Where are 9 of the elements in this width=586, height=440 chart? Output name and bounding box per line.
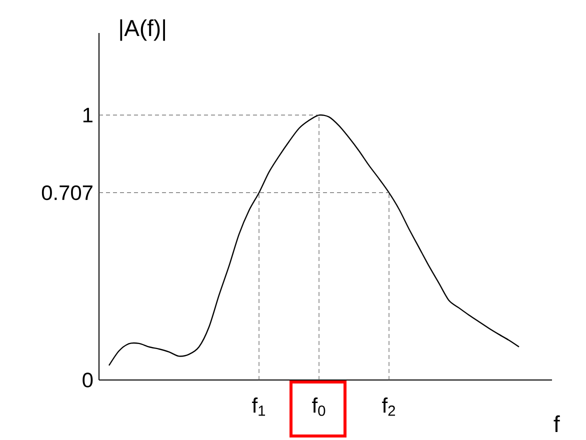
x-tick-label: f$_{1}$ [252, 398, 266, 416]
line-series [108, 114, 520, 366]
x-tick-label: f$_{0}$ [312, 398, 326, 416]
x-tick-label: f$_{2}$ [382, 398, 395, 416]
y-tick-label: 0.707 [42, 185, 92, 200]
y-tick-label: 0 [82, 372, 93, 388]
y-tick-label: 1 [83, 108, 92, 122]
y-axis-title: |A(f)| [120, 19, 165, 41]
x-axis-title: f [554, 415, 560, 432]
